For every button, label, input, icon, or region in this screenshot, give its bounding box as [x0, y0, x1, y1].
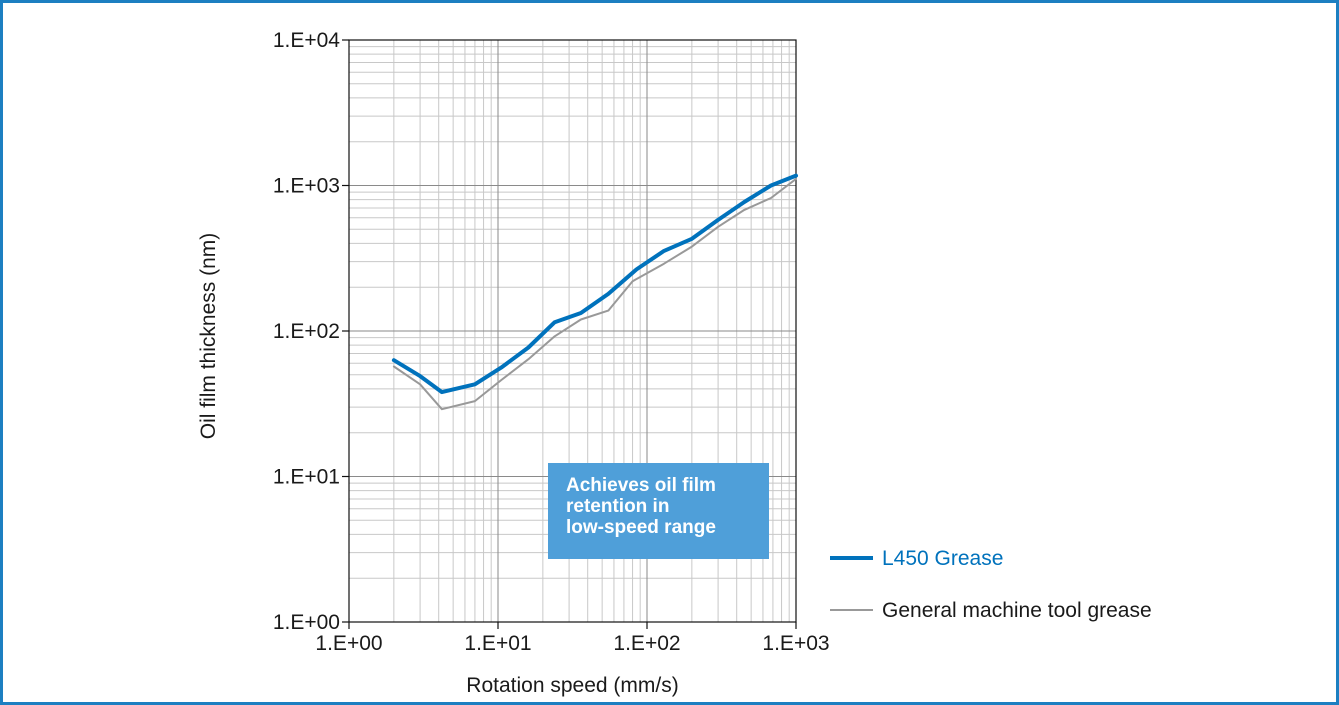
- y-tick-label: 1.E+01: [273, 466, 340, 489]
- y-axis-title: Oil film thickness (nm): [197, 233, 220, 440]
- x-tick-label: 1.E+00: [315, 632, 382, 655]
- y-tick-labels: 1.E+00 1.E+01 1.E+02 1.E+03 1.E+04: [273, 29, 340, 634]
- y-tick-label: 1.E+04: [273, 29, 340, 52]
- y-tick-label: 1.E+00: [273, 611, 340, 634]
- y-tick-label: 1.E+02: [273, 320, 340, 343]
- y-tick-label: 1.E+03: [273, 175, 340, 198]
- x-axis-title: Rotation speed (mm/s): [466, 674, 678, 697]
- annotation-line-3: low-speed range: [566, 517, 716, 538]
- annotation-line-1: Achieves oil film: [566, 475, 716, 496]
- axis-ticks: [342, 39, 797, 629]
- annotation-line-2: retention in: [566, 496, 670, 517]
- series-layer: [391, 173, 798, 411]
- x-tick-label: 1.E+01: [464, 632, 531, 655]
- series-line-l450: [391, 173, 798, 395]
- legend-label-l450: L450 Grease: [882, 547, 1003, 570]
- series-line-general: [392, 177, 797, 411]
- annotation-callout: Achieves oil film retention in low-speed…: [548, 463, 769, 559]
- legend-label-general: General machine tool grease: [882, 599, 1152, 622]
- x-tick-label: 1.E+02: [613, 632, 680, 655]
- x-tick-labels: 1.E+00 1.E+01 1.E+02 1.E+03: [315, 632, 829, 655]
- x-tick-label: 1.E+03: [762, 632, 829, 655]
- legend: L450 Grease General machine tool grease: [830, 547, 1152, 622]
